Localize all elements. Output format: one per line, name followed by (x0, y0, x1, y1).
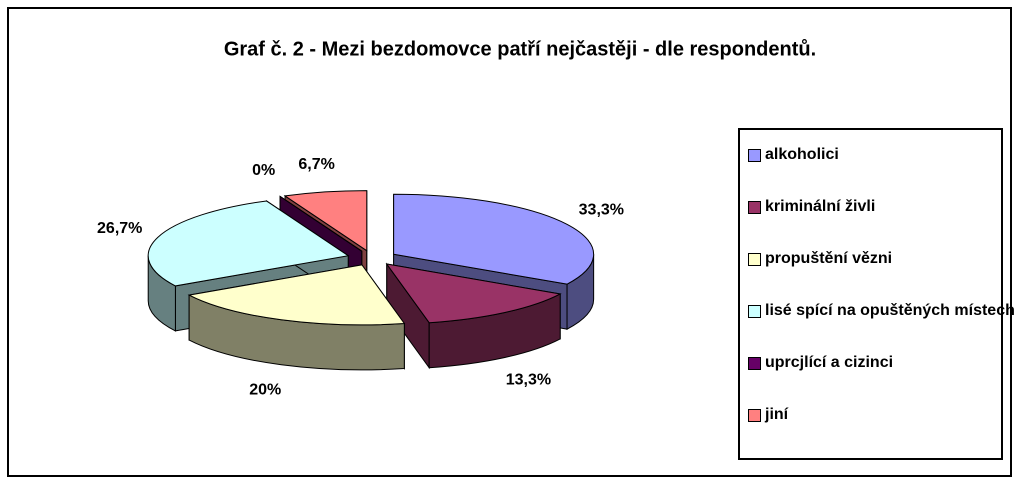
slice-top (385, 263, 562, 324)
data-label: 26,7% (97, 220, 142, 237)
legend-item: alkoholici (748, 144, 1015, 166)
data-label: 6,7% (298, 156, 334, 173)
pie-slice (187, 263, 406, 371)
data-label: 20% (249, 382, 281, 399)
slice-top (147, 200, 350, 287)
pie-slice (385, 262, 562, 370)
data-label: 33,3% (579, 201, 624, 218)
legend-swatch (748, 357, 761, 370)
legend-label: propuštění vězni (765, 250, 893, 267)
legend-swatch (748, 149, 761, 162)
legend-swatch (748, 201, 761, 214)
data-label: 0% (252, 162, 275, 179)
legend-swatch (748, 253, 761, 266)
legend-label: kriminální živli (765, 198, 876, 215)
legend-label: jiní (765, 406, 789, 423)
legend-label: uprcjlící a cizinci (765, 354, 894, 371)
slice-top (187, 264, 406, 326)
legend-item: propuštění vězni (748, 248, 1015, 270)
legend-item: jiní (748, 404, 1015, 426)
slice-top (283, 190, 368, 252)
data-label: 13,3% (506, 371, 551, 388)
legend-swatch (748, 305, 761, 318)
chart-title: Graf č. 2 - Mezi bezdomovce patří nejčas… (224, 38, 816, 60)
legend-item: kriminální živli (748, 196, 1015, 218)
legend-label: alkoholici (765, 146, 839, 163)
legend: alkoholici kriminální živli propuštění věz… (738, 128, 1015, 460)
legend-item: lisé spící na opuštěných místech (748, 300, 1015, 322)
slice-top (393, 193, 595, 285)
legend-swatch (748, 409, 761, 422)
legend-item: uprcjlící a cizinci (748, 352, 1015, 374)
legend-label: lisé spící na opuštěných místech (765, 302, 1015, 319)
